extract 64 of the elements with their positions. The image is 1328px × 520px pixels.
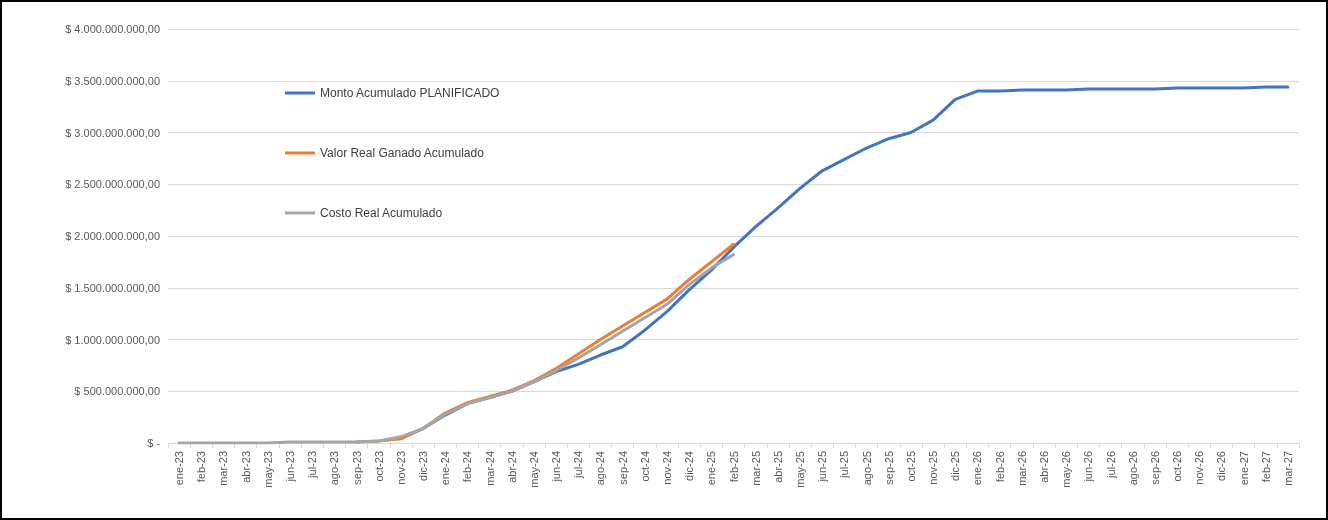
x-tick-label: ago-24 — [594, 451, 607, 486]
y-tick-label: $ 1.500.000.000,00 — [65, 281, 160, 294]
x-tick-label: abr-24 — [505, 451, 518, 483]
x-tick-label: feb-26 — [993, 451, 1006, 483]
x-tick-label: abr-26 — [1037, 451, 1050, 483]
y-tick-label: $ 2.000.000.000,00 — [65, 230, 160, 242]
y-tick-label: $ 2.500.000.000,00 — [65, 178, 160, 191]
x-tick-label: may-25 — [794, 451, 807, 488]
x-tick-label: mar-25 — [749, 451, 762, 486]
x-tick-label: feb-27 — [1259, 451, 1272, 483]
x-tick-label: ene-26 — [971, 451, 984, 486]
x-tick-label: ene-23 — [173, 451, 186, 486]
y-tick-label: $ 1.000.000.000,00 — [65, 333, 160, 346]
line-series — [177, 253, 735, 445]
x-tick-label: ago-23 — [328, 451, 341, 486]
y-tick-label: $ - — [147, 437, 161, 449]
legend-label: Monto Acumulado PLANIFICADO — [320, 86, 500, 100]
x-tick-label: nov-26 — [1193, 451, 1206, 485]
x-tick-label: feb-24 — [461, 451, 474, 483]
x-tick-label: may-23 — [261, 451, 274, 488]
x-tick-label: mar-27 — [1281, 451, 1294, 486]
x-tick-label: oct-26 — [1171, 451, 1184, 482]
x-tick-label: mar-24 — [483, 451, 496, 486]
legend-label: Valor Real Ganado Acumulado — [320, 146, 485, 160]
x-tick-label: dic-25 — [949, 451, 962, 481]
x-tick-label: feb-25 — [727, 451, 740, 483]
x-tick-label: sep-24 — [616, 451, 629, 485]
x-tick-label: jul-23 — [306, 451, 319, 479]
x-tick-label: nov-24 — [660, 451, 673, 485]
x-tick-label: nov-23 — [394, 451, 407, 485]
x-tick-label: abr-25 — [771, 451, 784, 483]
x-tick-label: oct-25 — [904, 451, 917, 482]
x-tick-label: mar-26 — [1015, 451, 1028, 486]
x-tick-label: mar-23 — [217, 451, 230, 486]
x-tick-label: jun-26 — [1082, 451, 1095, 483]
y-tick-label: $ 4.000.000.000,00 — [65, 23, 160, 35]
x-tick-label: jul-26 — [1104, 451, 1117, 479]
x-tick-label: oct-24 — [638, 451, 651, 482]
x-tick-label: jul-24 — [572, 451, 585, 479]
x-tick-label: ago-26 — [1126, 451, 1139, 486]
x-tick-label: sep-25 — [882, 451, 895, 485]
x-tick-label: may-26 — [1060, 451, 1073, 488]
x-tick-label: may-24 — [527, 451, 540, 488]
y-tick-label: $ 3.500.000.000,00 — [65, 74, 160, 87]
x-tick-label: jun-23 — [283, 451, 296, 483]
x-tick-label: sep-26 — [1148, 451, 1161, 485]
x-tick-label: jun-24 — [550, 451, 563, 483]
x-tick-label: jul-25 — [838, 451, 851, 479]
x-tick-label: abr-23 — [239, 451, 252, 483]
x-tick-label: jun-25 — [816, 451, 829, 483]
x-tick-label: ene-25 — [705, 451, 718, 486]
x-tick-label: dic-23 — [417, 451, 430, 481]
x-tick-label: feb-23 — [195, 451, 208, 483]
x-tick-label: ago-25 — [860, 451, 873, 486]
x-tick-label: nov-25 — [927, 451, 940, 485]
x-tick-label: ene-27 — [1237, 451, 1250, 486]
y-tick-label: $ 3.000.000.000,00 — [65, 126, 160, 139]
x-tick-label: oct-23 — [372, 451, 385, 482]
x-tick-label: dic-26 — [1215, 451, 1228, 481]
x-tick-label: sep-23 — [350, 451, 363, 485]
x-tick-label: ene-24 — [439, 451, 452, 486]
legend-label: Costo Real Acumulado — [320, 206, 443, 220]
x-tick-label: dic-24 — [683, 451, 696, 481]
y-tick-label: $ 500.000.000,00 — [74, 385, 160, 398]
